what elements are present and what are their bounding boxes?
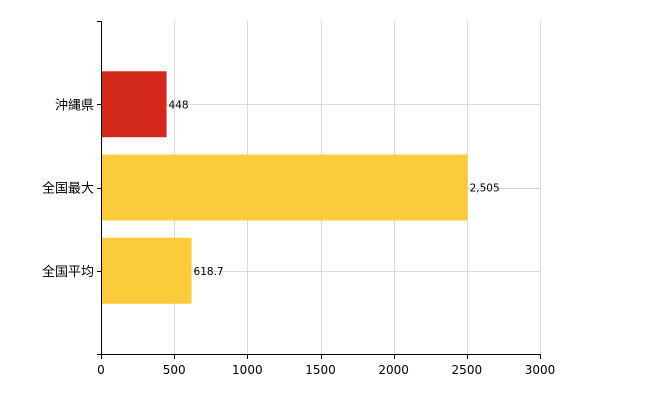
bars [101, 71, 468, 304]
bar [101, 154, 468, 221]
value-labels: 448 2,505 618.7 [169, 99, 500, 278]
y-category-label: 沖縄県 [55, 98, 94, 113]
bar [101, 71, 167, 138]
x-tick-label: 500 [163, 363, 186, 377]
value-label: 448 [169, 99, 189, 111]
bar [101, 237, 192, 304]
x-tick-label: 1500 [305, 363, 336, 377]
x-tick-label: 2000 [378, 363, 409, 377]
value-label: 618.7 [194, 266, 224, 278]
x-tick-label: 0 [97, 363, 105, 377]
value-label: 2,505 [470, 183, 500, 195]
x-tick-label: 1000 [232, 363, 263, 377]
x-tick-label: 2500 [452, 363, 483, 377]
y-category-label: 全国最大 [42, 181, 94, 197]
x-tick-label: 3000 [525, 363, 556, 377]
x-axis-ticks: 0 500 1000 1500 2000 2500 3000 [97, 354, 556, 377]
y-category-label: 全国平均 [42, 264, 94, 280]
